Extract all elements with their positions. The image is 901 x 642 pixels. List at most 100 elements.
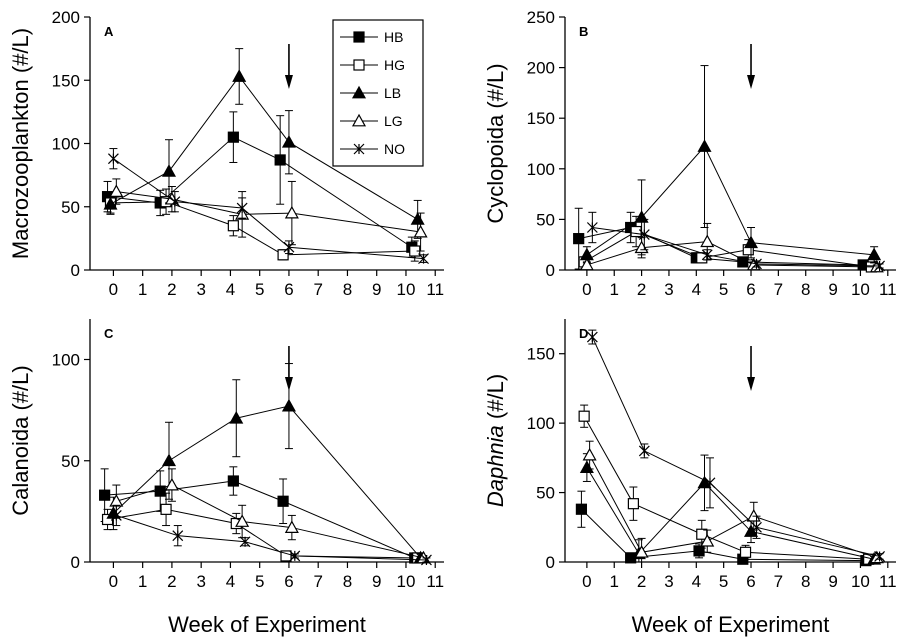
legend-marker: [351, 113, 367, 127]
legend-label: HG: [384, 57, 405, 73]
data-point: [161, 164, 177, 177]
data-point: [109, 184, 124, 197]
data-point: [700, 533, 715, 547]
x-tick-label: 2: [637, 572, 646, 591]
x-tick-label: 0: [109, 572, 118, 591]
series-hg: [578, 404, 875, 565]
x-axis-label: Week of Experiment: [168, 612, 366, 637]
x-tick-label: 4: [226, 572, 235, 591]
y-tick-label: 0: [546, 261, 555, 280]
x-tick-label: 10: [397, 572, 416, 591]
series-line: [583, 230, 872, 268]
data-point: [573, 233, 585, 245]
legend-marker: [353, 59, 365, 71]
data-point: [164, 477, 179, 491]
data-point: [578, 410, 590, 422]
arrow-indicator: [284, 44, 293, 89]
data-point: [235, 514, 250, 527]
data-point: [103, 196, 118, 210]
data-point: [874, 260, 886, 272]
series-line: [591, 336, 880, 557]
data-point: [161, 453, 177, 467]
y-tick-label: 250: [527, 8, 555, 27]
panel-label: C: [104, 326, 114, 341]
panel-label: A: [104, 24, 114, 39]
x-tick-label: 9: [828, 280, 837, 299]
data-point: [751, 258, 762, 270]
panel-label: B: [579, 24, 588, 39]
x-tick-label: 8: [801, 572, 810, 591]
data-point: [627, 498, 639, 510]
series-no: [110, 504, 432, 566]
x-tick-label: 9: [372, 572, 381, 591]
x-tick-label: 11: [879, 280, 897, 299]
y-tick-label: 0: [546, 553, 555, 572]
data-point: [638, 445, 650, 457]
data-point: [284, 205, 299, 219]
x-tick-label: 10: [851, 280, 870, 299]
series-no: [107, 148, 429, 265]
x-tick-label: 6: [284, 572, 293, 591]
legend-label: LB: [384, 85, 401, 101]
data-point: [579, 460, 594, 473]
data-point: [693, 545, 705, 557]
data-point: [743, 524, 759, 537]
series-hg: [104, 188, 421, 262]
y-axis-label: Daphnia (#/L): [483, 374, 508, 507]
x-tick-label: 5: [255, 280, 264, 299]
series-line: [107, 508, 418, 559]
panel-label: D: [579, 326, 588, 341]
series-no: [586, 329, 886, 562]
data-point: [236, 202, 248, 214]
x-tick-label: 5: [719, 572, 728, 591]
data-point: [739, 546, 752, 558]
y-axis-label-italic: Daphnia: [483, 425, 508, 507]
data-point: [107, 153, 119, 165]
x-tick-label: 1: [610, 280, 619, 299]
arrow-head: [747, 377, 756, 391]
y-axis-label-unit: (#/L): [483, 374, 508, 425]
data-point: [579, 257, 594, 271]
data-point: [277, 249, 289, 261]
x-tick-label: 3: [196, 280, 205, 299]
y-axis-label: Calanoida (#/L): [8, 365, 33, 515]
data-point: [160, 503, 172, 515]
series-line: [113, 405, 421, 559]
data-point: [283, 241, 295, 253]
arrow-indicator: [747, 346, 756, 391]
legend-marker: [353, 143, 365, 155]
data-point: [630, 225, 642, 238]
data-point: [418, 253, 429, 265]
legend-label: HB: [384, 29, 403, 45]
legend: HB HG LB LG NO: [332, 19, 424, 167]
data-point: [172, 530, 184, 542]
x-tick-label: 11: [426, 572, 444, 591]
series-lb: [579, 453, 882, 565]
data-point: [421, 554, 432, 566]
data-point: [700, 234, 715, 248]
x-tick-label: 7: [774, 280, 783, 299]
y-tick-label: 150: [52, 71, 80, 90]
data-point: [582, 447, 597, 461]
data-point: [586, 222, 598, 233]
x-tick-label: 4: [692, 572, 701, 591]
data-point: [874, 551, 886, 562]
data-point: [239, 536, 251, 548]
series-line: [586, 145, 875, 256]
y-tick-label: 100: [52, 135, 80, 154]
x-axis-label: Week of Experiment: [632, 612, 830, 637]
x-tick-label: 9: [828, 572, 837, 591]
x-tick-label: 11: [426, 280, 444, 299]
arrow-head: [284, 75, 293, 89]
legend-item-hg: HG: [340, 57, 405, 73]
y-tick-label: 50: [61, 198, 80, 217]
x-tick-label: 10: [851, 572, 870, 591]
x-tick-label: 1: [138, 572, 147, 591]
data-point: [697, 139, 712, 152]
panel-a: 0 50 100 150 200 0 1 2 3 4 5 6 7 8 9 10 11 Macrozooplankt…: [8, 8, 444, 299]
x-tick-label: 8: [801, 280, 810, 299]
data-point: [704, 477, 716, 489]
data-point: [284, 520, 299, 533]
